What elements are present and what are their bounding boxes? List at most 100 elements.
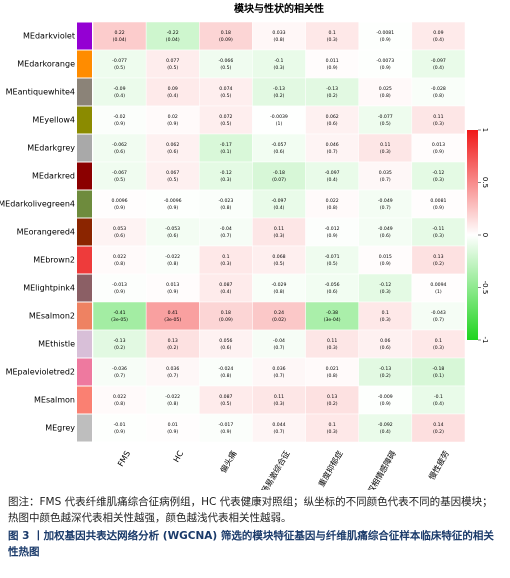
row-color-strip bbox=[77, 302, 92, 330]
heatmap-cell bbox=[411, 273, 466, 303]
colorbar-tick-label: -0.5 bbox=[481, 281, 489, 295]
row-color-strip bbox=[77, 22, 92, 50]
cell-value: 0.035 bbox=[379, 170, 392, 176]
heatmap-cell bbox=[358, 273, 413, 303]
heatmap-cell bbox=[199, 385, 253, 415]
cell-value: -0.13 bbox=[326, 86, 338, 92]
heatmap-cell bbox=[145, 357, 200, 387]
cell-p-value: (0.3) bbox=[433, 345, 444, 351]
cell-p-value: (0.4) bbox=[167, 93, 178, 99]
heatmap-cell bbox=[305, 161, 359, 191]
cell-value: -0.09 bbox=[114, 86, 126, 92]
heatmap-cell bbox=[305, 329, 359, 359]
row-label: MEthistle bbox=[38, 340, 75, 349]
cell-value: -0.18 bbox=[273, 170, 285, 176]
column-label: 肠易激综合征 bbox=[259, 449, 292, 490]
heatmap-cell bbox=[252, 49, 306, 79]
cell-p-value: (0.5) bbox=[167, 65, 178, 71]
cell-value: -0.092 bbox=[378, 422, 393, 428]
heatmap-cell bbox=[252, 217, 306, 247]
row-color-strip bbox=[77, 274, 92, 302]
cell-p-value: (0.7) bbox=[274, 429, 285, 435]
cell-value: -0.097 bbox=[272, 198, 287, 204]
row-label: MEsalmon2 bbox=[29, 312, 75, 321]
cell-value: -0.38 bbox=[326, 310, 338, 316]
cell-value: 0.41 bbox=[168, 310, 178, 316]
cell-value: -0.1 bbox=[434, 394, 443, 400]
cell-value: -0.097 bbox=[325, 170, 340, 176]
cell-p-value: (0.9) bbox=[380, 261, 391, 267]
cell-value: 0.046 bbox=[326, 142, 339, 148]
colorbar-tick-label: -1 bbox=[481, 337, 489, 344]
heatmap-cell bbox=[199, 357, 253, 387]
heatmap-cell bbox=[145, 189, 200, 219]
cell-value: 0.18 bbox=[221, 30, 231, 36]
cell-p-value: (0.9) bbox=[380, 65, 391, 71]
cell-value: 0.1 bbox=[222, 254, 229, 260]
cell-value: -0.17 bbox=[220, 142, 232, 148]
cell-value: -0.029 bbox=[272, 282, 287, 288]
cell-value: -0.12 bbox=[379, 282, 391, 288]
cell-value: 0.0094 bbox=[430, 282, 446, 288]
cell-value: -0.01 bbox=[114, 422, 126, 428]
heatmap-cell bbox=[199, 133, 253, 163]
heatmap-cell bbox=[305, 77, 359, 107]
cell-p-value: (0.6) bbox=[167, 233, 178, 239]
cell-p-value: (0.7) bbox=[274, 345, 285, 351]
cell-value: 0.18 bbox=[221, 310, 231, 316]
heatmap-cell bbox=[358, 217, 413, 247]
row-color-strip bbox=[77, 134, 92, 162]
cell-p-value: (0.6) bbox=[327, 121, 338, 127]
heatmap-cell bbox=[252, 245, 306, 275]
cell-value: 0.013 bbox=[166, 282, 179, 288]
column-label: 重度抑郁症 bbox=[316, 449, 345, 489]
cell-value: 0.02 bbox=[168, 114, 178, 120]
cell-value: 0.072 bbox=[219, 114, 232, 120]
heatmap-cell bbox=[92, 385, 147, 415]
cell-p-value: (0.04) bbox=[166, 37, 180, 43]
cell-value: 0.087 bbox=[219, 282, 232, 288]
cell-p-value: (0.9) bbox=[114, 429, 125, 435]
cell-p-value: (0.9) bbox=[220, 429, 231, 435]
cell-p-value: (0.2) bbox=[433, 261, 444, 267]
cell-value: 0.013 bbox=[432, 142, 445, 148]
cell-p-value: (0.3) bbox=[433, 121, 444, 127]
cell-value: -0.023 bbox=[218, 198, 233, 204]
heatmap-cell bbox=[305, 273, 359, 303]
cell-value: 0.11 bbox=[380, 142, 390, 148]
cell-value: 0.11 bbox=[274, 394, 284, 400]
row-color-strip bbox=[77, 162, 92, 190]
cell-p-value: (0.4) bbox=[274, 205, 285, 211]
heatmap-cell bbox=[358, 77, 413, 107]
heatmap-cell bbox=[305, 133, 359, 163]
heatmap-cell bbox=[92, 357, 147, 387]
row-color-strip bbox=[77, 50, 92, 78]
cell-p-value: (0.2) bbox=[433, 429, 444, 435]
row-label: MEsalmon bbox=[34, 396, 75, 405]
heatmap-cell bbox=[92, 77, 147, 107]
heatmap-cell bbox=[411, 49, 466, 79]
colorbar bbox=[467, 130, 478, 340]
heatmap-cell bbox=[411, 385, 466, 415]
cell-value: 0.13 bbox=[327, 394, 337, 400]
cell-p-value: (0.2) bbox=[274, 93, 285, 99]
cell-value: -0.067 bbox=[112, 170, 127, 176]
colorbar-tick-label: 1 bbox=[481, 128, 489, 132]
cell-value: -0.022 bbox=[165, 254, 180, 260]
heatmap-cell bbox=[358, 245, 413, 275]
heatmap-cell bbox=[92, 217, 147, 247]
heatmap-cell bbox=[92, 189, 147, 219]
cell-p-value: (0.4) bbox=[327, 177, 338, 183]
cell-p-value: (0.3) bbox=[274, 401, 285, 407]
cell-value: -0.056 bbox=[325, 282, 340, 288]
cell-value: 0.0081 bbox=[430, 198, 446, 204]
cell-p-value: (0.8) bbox=[114, 261, 125, 267]
cell-p-value: (0.3) bbox=[433, 233, 444, 239]
cell-value: -0.036 bbox=[112, 366, 127, 372]
cell-value: 0.14 bbox=[433, 422, 443, 428]
cell-p-value: (1) bbox=[435, 289, 442, 295]
heatmap-cell bbox=[145, 329, 200, 359]
cell-value: 0.087 bbox=[219, 394, 232, 400]
cell-p-value: (0.3) bbox=[380, 289, 391, 295]
heatmap-cell bbox=[145, 245, 200, 275]
